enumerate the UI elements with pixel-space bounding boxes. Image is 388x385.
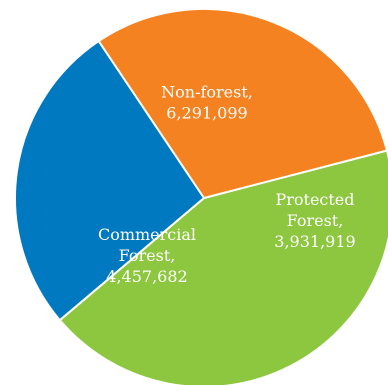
slice-label-line: 3,931,919 <box>274 232 355 251</box>
slice-label-line: 4,457,682 <box>106 267 187 286</box>
slice-label: Commercial Forest, 4,457,682 <box>98 225 196 286</box>
slice-label-line: Commercial <box>98 225 196 244</box>
pie-slices <box>14 8 388 385</box>
slice-label: Non-forest, 6,291,099 <box>161 83 253 123</box>
pie-labels: Non-forest, 6,291,099 Protected Forest, 3,93… <box>98 83 356 287</box>
slice-label-line: 6,291,099 <box>166 104 247 123</box>
slice-label-line: Protected <box>275 190 354 209</box>
slice-label-line: Forest, <box>119 246 176 265</box>
slice-label-line: Non-forest, <box>161 83 253 102</box>
pie-slice <box>97 8 388 200</box>
pie-slice <box>14 39 206 322</box>
slice-label: Protected Forest, 3,931,919 <box>274 190 355 251</box>
slice-label-line: Forest, <box>287 211 344 230</box>
pie-slice <box>58 149 388 385</box>
